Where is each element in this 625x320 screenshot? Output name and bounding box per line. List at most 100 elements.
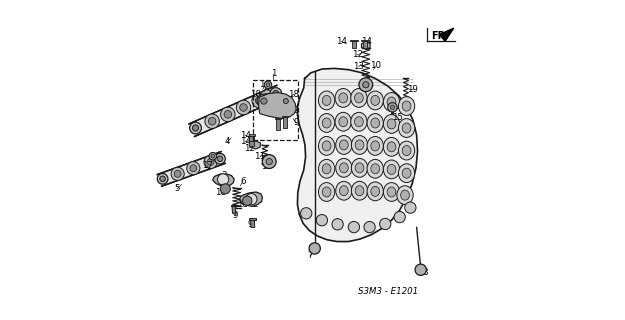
Ellipse shape [398, 119, 415, 137]
Circle shape [217, 174, 229, 185]
Circle shape [236, 100, 251, 115]
Ellipse shape [383, 160, 399, 179]
Text: 19: 19 [408, 85, 418, 94]
Ellipse shape [322, 141, 331, 151]
Text: 12: 12 [244, 144, 254, 153]
Circle shape [301, 208, 312, 219]
Polygon shape [361, 40, 369, 42]
Ellipse shape [387, 142, 396, 152]
Circle shape [171, 167, 184, 180]
Polygon shape [231, 204, 237, 206]
Ellipse shape [319, 136, 335, 155]
Ellipse shape [402, 123, 411, 133]
Ellipse shape [367, 91, 383, 110]
Ellipse shape [371, 118, 379, 128]
Ellipse shape [355, 186, 364, 196]
Circle shape [359, 78, 372, 92]
Ellipse shape [351, 112, 367, 131]
Ellipse shape [387, 97, 396, 107]
Text: 9: 9 [294, 106, 299, 115]
Ellipse shape [398, 97, 415, 116]
Circle shape [364, 221, 375, 233]
Ellipse shape [351, 158, 368, 177]
Text: 18: 18 [250, 90, 261, 99]
Circle shape [224, 111, 232, 118]
Circle shape [415, 264, 426, 276]
Ellipse shape [367, 136, 383, 155]
Circle shape [261, 98, 267, 104]
Text: 14: 14 [361, 37, 372, 46]
Ellipse shape [336, 181, 352, 200]
Circle shape [211, 154, 214, 158]
Polygon shape [439, 28, 454, 41]
Text: S3M3 - E1201: S3M3 - E1201 [357, 287, 418, 296]
Text: FR.: FR. [431, 31, 449, 41]
Text: 2: 2 [253, 200, 258, 209]
Circle shape [405, 202, 416, 213]
Circle shape [262, 155, 276, 168]
Ellipse shape [383, 92, 399, 111]
Circle shape [316, 215, 328, 226]
Polygon shape [361, 42, 370, 49]
Polygon shape [363, 42, 368, 48]
Text: 9: 9 [248, 220, 253, 229]
Ellipse shape [398, 141, 415, 160]
Polygon shape [249, 136, 254, 141]
Ellipse shape [319, 159, 335, 178]
Ellipse shape [371, 164, 379, 174]
Ellipse shape [336, 158, 352, 177]
Ellipse shape [322, 187, 331, 197]
Circle shape [209, 152, 216, 160]
Ellipse shape [402, 168, 411, 178]
Text: 10: 10 [370, 61, 381, 70]
Circle shape [332, 219, 343, 230]
Text: 15: 15 [392, 113, 403, 122]
Ellipse shape [402, 101, 411, 111]
Polygon shape [283, 117, 287, 128]
Circle shape [208, 117, 216, 125]
Text: 13: 13 [353, 62, 364, 71]
Circle shape [266, 83, 270, 87]
Circle shape [246, 194, 257, 205]
Polygon shape [213, 174, 234, 187]
Ellipse shape [319, 91, 335, 110]
Polygon shape [158, 152, 225, 186]
Text: 14: 14 [239, 137, 251, 146]
Circle shape [309, 243, 321, 254]
Ellipse shape [387, 164, 396, 174]
Circle shape [240, 104, 248, 111]
Circle shape [217, 156, 222, 162]
Ellipse shape [367, 159, 383, 178]
Text: 18: 18 [288, 90, 299, 99]
Ellipse shape [335, 112, 351, 131]
Ellipse shape [397, 186, 413, 204]
Circle shape [388, 103, 397, 112]
Circle shape [158, 173, 168, 184]
Text: 14: 14 [336, 37, 347, 46]
Ellipse shape [319, 114, 335, 132]
Ellipse shape [398, 164, 415, 183]
Ellipse shape [371, 95, 379, 105]
Circle shape [174, 170, 181, 177]
Circle shape [280, 95, 291, 107]
Circle shape [190, 165, 197, 172]
Ellipse shape [401, 190, 409, 200]
Text: 9: 9 [232, 211, 238, 220]
Polygon shape [251, 141, 261, 149]
Text: 4: 4 [224, 137, 230, 146]
Ellipse shape [402, 146, 411, 156]
Ellipse shape [335, 89, 351, 107]
Ellipse shape [383, 137, 399, 156]
Ellipse shape [339, 163, 348, 173]
Circle shape [348, 221, 359, 233]
Ellipse shape [339, 140, 348, 150]
Ellipse shape [351, 136, 368, 154]
Circle shape [242, 196, 252, 205]
Circle shape [220, 184, 231, 194]
Ellipse shape [351, 89, 367, 107]
Circle shape [192, 125, 199, 131]
Circle shape [205, 114, 219, 129]
Circle shape [263, 93, 271, 101]
Circle shape [207, 158, 214, 165]
Text: 11: 11 [254, 152, 266, 161]
